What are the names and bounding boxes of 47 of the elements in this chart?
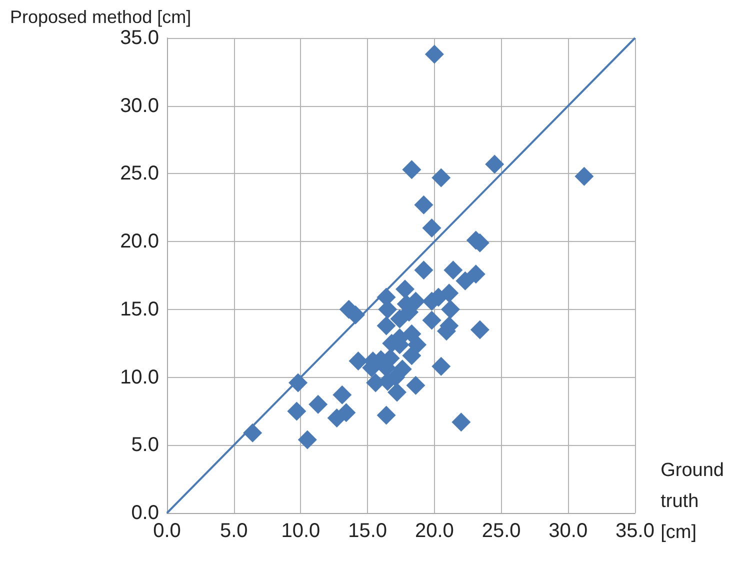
x-axis-title: Ground truth [cm]	[660, 460, 724, 543]
y-tick-label: 30.0	[120, 94, 159, 117]
point	[308, 394, 328, 414]
y-tick-label: 25.0	[120, 162, 159, 185]
x-tick-label: 15.0	[348, 520, 388, 542]
point	[414, 260, 434, 280]
point	[376, 406, 396, 425]
point	[406, 376, 426, 395]
y-tick-label: 10.0	[120, 366, 159, 388]
point	[574, 166, 594, 186]
point	[440, 284, 459, 303]
y-axis-title: Proposed method [cm]	[10, 7, 192, 27]
x-tick-label: 30.0	[548, 520, 588, 542]
point	[287, 402, 306, 421]
point	[396, 280, 415, 299]
point	[466, 264, 486, 284]
point	[432, 356, 451, 376]
point	[390, 309, 410, 328]
point	[243, 423, 262, 442]
x-tick-label: 25.0	[482, 520, 521, 542]
y-tick-label: 5.0	[131, 434, 159, 456]
point	[288, 373, 308, 392]
point	[376, 316, 396, 336]
point	[336, 403, 356, 422]
x-tick-label: 20.0	[414, 520, 454, 542]
y-tick-label: 35.0	[120, 27, 159, 49]
y-tick-label: 15.0	[120, 298, 159, 320]
x-tick-label: 5.0	[220, 520, 248, 542]
point	[485, 154, 504, 174]
point	[422, 310, 442, 330]
point	[424, 44, 444, 64]
point	[470, 320, 490, 340]
point	[452, 412, 471, 432]
point	[440, 300, 460, 319]
y-tick-label: 20.0	[120, 230, 159, 253]
point	[402, 160, 422, 180]
point	[414, 195, 434, 214]
point	[298, 430, 317, 450]
point	[444, 260, 463, 280]
point	[432, 168, 451, 188]
x-tick-label: 10.0	[281, 520, 320, 542]
point	[402, 346, 422, 366]
point	[422, 218, 442, 238]
point	[387, 382, 406, 402]
x-tick-label: 35.0	[616, 520, 654, 542]
point	[456, 271, 475, 290]
point	[332, 385, 352, 404]
